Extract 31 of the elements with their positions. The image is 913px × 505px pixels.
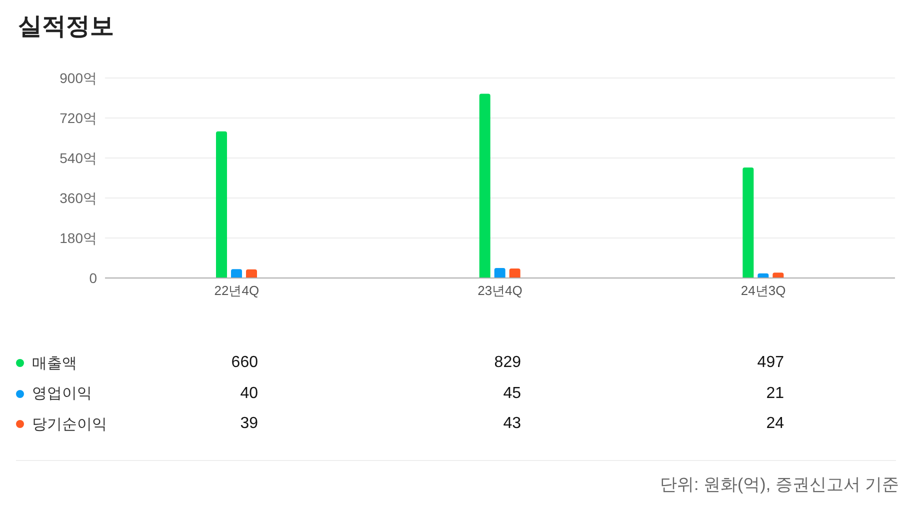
data-label: 660	[230, 354, 258, 372]
bar	[509, 268, 520, 278]
bar	[742, 168, 754, 278]
legend-label: 당기순이익	[32, 414, 107, 434]
legend-label: 매출액	[32, 354, 77, 373]
data-label: 24	[765, 415, 784, 434]
x-tick-label: 23년4Q	[478, 283, 522, 298]
data-label: 43	[502, 415, 521, 434]
bar	[216, 131, 227, 278]
data-label: 40	[239, 384, 258, 403]
y-tick-label: 360억	[60, 190, 97, 206]
bar	[231, 269, 242, 278]
y-tick-label: 720억	[60, 110, 97, 126]
y-tick-label: 0	[89, 270, 98, 286]
text: 단위: 원화(억), 증권신고서 기준	[659, 474, 900, 496]
data-label: 45	[502, 384, 521, 403]
y-tick-label: 900억	[60, 70, 97, 86]
data-label: 39	[239, 415, 258, 434]
chart-title: 실적정보	[18, 12, 114, 42]
data-label: 497	[756, 354, 784, 372]
x-tick-label: 22년4Q	[214, 283, 260, 298]
x-tick-label: 24년3Q	[740, 283, 786, 298]
y-tick-label: 180억	[60, 230, 97, 246]
bar	[494, 268, 506, 278]
bar	[772, 272, 784, 278]
bar	[246, 269, 257, 278]
legend-label: 영업이익	[32, 384, 92, 404]
y-tick-label: 540억	[60, 150, 97, 166]
data-label: 829	[493, 354, 521, 372]
data-label: 21	[765, 384, 784, 403]
bar	[479, 94, 490, 278]
